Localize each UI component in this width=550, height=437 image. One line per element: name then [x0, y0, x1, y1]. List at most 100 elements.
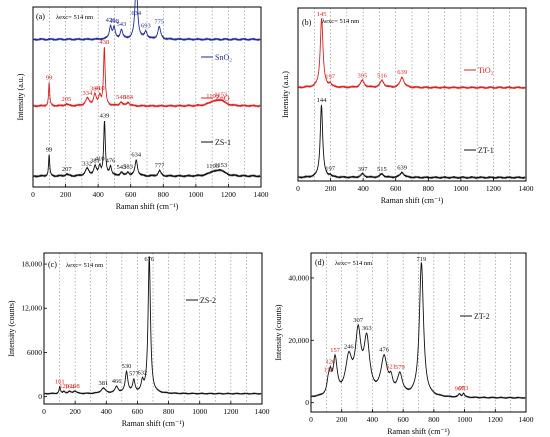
peak-label: 577	[129, 371, 140, 378]
peak-label: 676	[144, 256, 155, 263]
series-line	[311, 262, 526, 400]
legend-label: ZS-1	[215, 138, 231, 147]
x-axis-label: Raman shift (cm⁻¹)	[122, 419, 185, 428]
peak-label: 198	[70, 383, 80, 390]
peak-label: 498	[109, 18, 119, 25]
peak-label: 1153	[214, 162, 227, 169]
peak-label: 1103	[206, 163, 219, 170]
legend-label: ZnO	[215, 94, 230, 103]
peak-label: 516	[377, 72, 388, 79]
peak-label: 205	[62, 96, 72, 103]
peak-label: 397	[358, 166, 369, 173]
excitation-label: λexc= 514 nm	[322, 18, 359, 25]
y-tick-label: 18,000	[21, 260, 42, 269]
peak-label: 332	[82, 160, 92, 167]
y-tick-label: 12,000	[21, 304, 42, 313]
x-tick-label: 1000	[188, 190, 203, 199]
peak-label: 381	[90, 157, 100, 164]
peak-label: 466	[112, 378, 123, 385]
peak-label: 515	[377, 166, 387, 173]
peak-label: 126	[325, 358, 336, 365]
peak-label: 543	[117, 21, 127, 28]
legend-label: SnO₂	[215, 53, 232, 62]
panel-label: (c)	[48, 260, 57, 269]
x-tick-label: 0	[42, 407, 46, 416]
peak-label: 639	[397, 164, 407, 171]
series-line	[33, 0, 261, 42]
series-line	[298, 104, 526, 180]
plot-frame	[43, 252, 263, 405]
peak-label: 476	[379, 347, 390, 354]
y-tick-label: 40,000	[288, 273, 309, 282]
x-tick-label: 400	[358, 184, 370, 193]
peak-label: 334	[83, 90, 94, 97]
x-tick-label: 200	[336, 415, 348, 424]
x-tick-label: 0	[296, 184, 300, 193]
plot-frame	[310, 252, 527, 413]
peak-label: 410	[95, 85, 105, 92]
x-tick-label: 200	[60, 190, 72, 199]
peak-label: 521	[386, 364, 396, 371]
x-tick-label: 400	[367, 415, 379, 424]
legend-label: TiO₂	[478, 66, 494, 75]
legend-label: ZT-1	[478, 146, 494, 155]
x-tick-label: 1200	[223, 407, 238, 416]
x-tick-label: 1200	[488, 415, 503, 424]
chart-panel-1: 0 200 400 600 800 1000 1200 1400 Raman shift (cm…	[16, 0, 269, 211]
peak-label: 1153	[214, 92, 227, 99]
peak-label: 145	[317, 11, 327, 18]
peak-label: 246	[344, 343, 355, 350]
panel-label: (b)	[302, 18, 312, 27]
x-axis-label: Raman shift (cm⁻¹)	[387, 427, 450, 436]
excitation-label: λexc= 514 nm	[56, 14, 93, 21]
peak-label: 197	[325, 166, 336, 173]
chart-panel-3: 0 200 400 600 800 1000 1200 1400 0 6000 12,000 18,0…	[7, 252, 270, 428]
chart-panel-2: 0 200 400 600 800 1000 1200 1400 Raman shift (cm…	[281, 7, 534, 205]
legend-label: ZT-2	[474, 312, 490, 321]
legend-label: ZS-2	[200, 296, 216, 305]
y-tick-label: 6000	[27, 348, 42, 357]
peak-label: 395	[357, 72, 367, 79]
peak-label: 540	[116, 94, 126, 101]
y-axis-label: Intensity (a.u.)	[281, 71, 290, 118]
plot-frame	[32, 6, 262, 188]
x-axis-label: Raman shift (cm⁻¹)	[381, 196, 444, 205]
peak-label: 438	[99, 39, 109, 46]
peak-label: 157	[330, 347, 341, 354]
y-axis-label: Intensity (counts)	[274, 304, 283, 361]
excitation-label: λexc= 514 nm	[66, 262, 103, 269]
x-tick-label: 600	[398, 415, 410, 424]
series-line	[33, 120, 261, 179]
x-tick-label: 600	[125, 190, 137, 199]
x-tick-label: 0	[309, 415, 313, 424]
x-tick-label: 400	[93, 190, 105, 199]
peak-label: 543	[117, 164, 127, 171]
peak-label: 476	[106, 17, 117, 24]
peak-label: 99	[46, 146, 53, 153]
x-tick-label: 800	[163, 407, 175, 416]
y-tick-label: 0	[38, 392, 42, 401]
peak-label: 584	[123, 94, 134, 101]
x-tick-label: 600	[390, 184, 402, 193]
peak-label: 99	[46, 75, 53, 82]
x-tick-label: 1400	[519, 184, 534, 193]
peak-label: 993	[459, 385, 469, 392]
peak-label: 101	[55, 379, 65, 386]
y-axis-label: Intensity (a.u.)	[16, 73, 25, 120]
series-line	[44, 256, 262, 395]
peak-label: 583	[123, 164, 133, 171]
y-tick-label: 0	[305, 398, 309, 407]
excitation-label: λexc= 514 nm	[335, 260, 372, 267]
peak-label: 632	[138, 369, 148, 376]
peak-label: 307	[353, 317, 364, 324]
panel-label: (a)	[36, 12, 45, 21]
x-tick-label: 200	[325, 184, 337, 193]
panel-label: (d)	[315, 258, 325, 267]
x-tick-label: 200	[70, 407, 82, 416]
x-tick-label: 800	[423, 184, 435, 193]
x-tick-label: 800	[158, 190, 170, 199]
peak-label: 634	[131, 152, 142, 159]
peak-label: 775	[154, 18, 164, 25]
x-tick-label: 1000	[192, 407, 207, 416]
x-tick-label: 1400	[519, 415, 534, 424]
